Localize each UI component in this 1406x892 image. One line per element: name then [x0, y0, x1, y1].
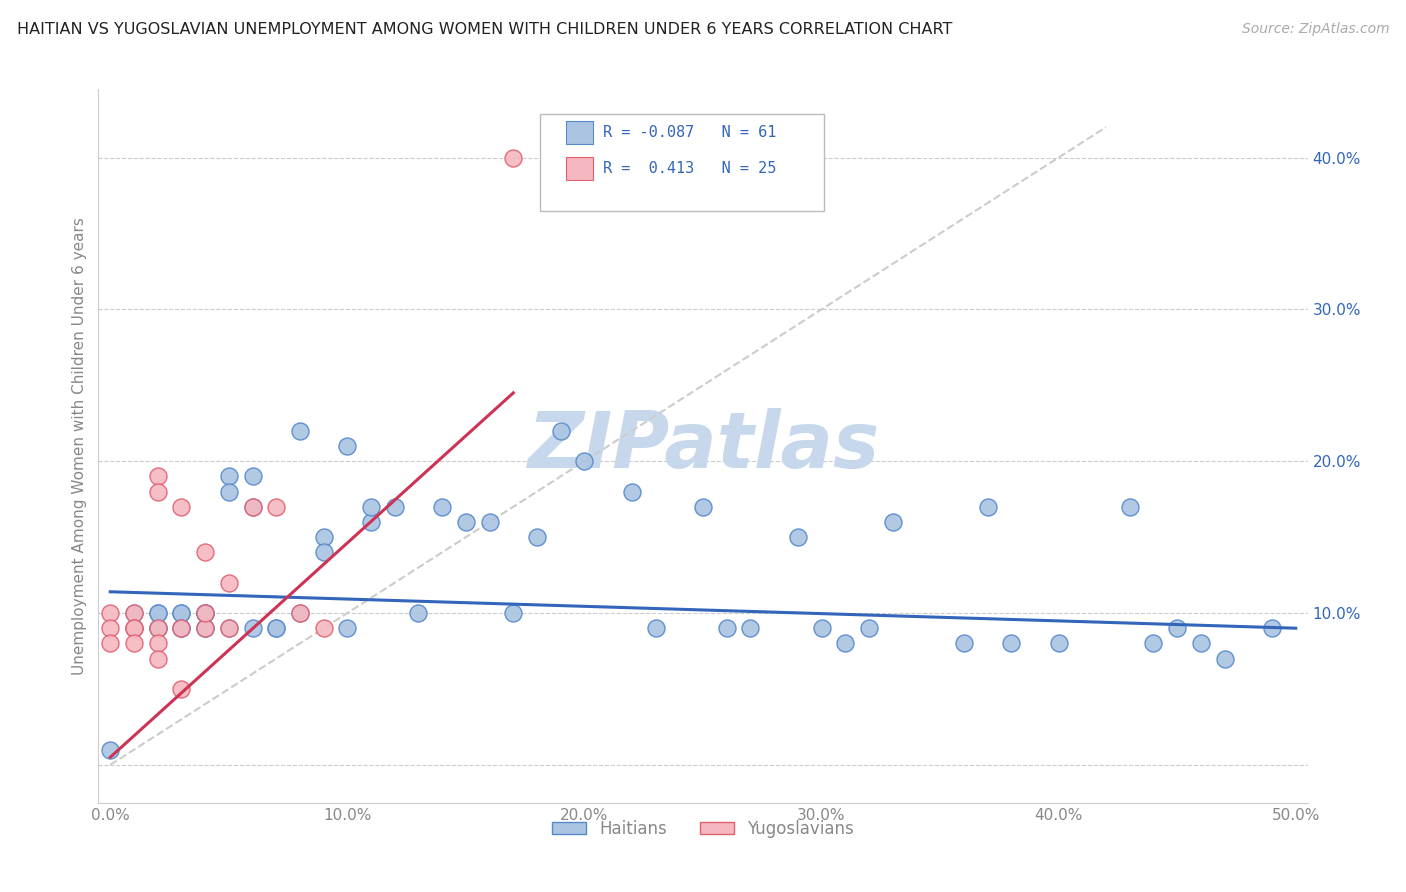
Point	[146, 606, 169, 620]
Point	[834, 636, 856, 650]
Point	[620, 484, 643, 499]
Point	[550, 424, 572, 438]
Point	[122, 606, 145, 620]
Point	[786, 530, 808, 544]
Text: R =  0.413   N = 25: R = 0.413 N = 25	[603, 161, 776, 176]
Point	[122, 606, 145, 620]
Point	[288, 606, 311, 620]
Point	[1119, 500, 1142, 514]
Point	[98, 742, 121, 756]
Point	[384, 500, 406, 514]
Point	[454, 515, 477, 529]
Point	[952, 636, 974, 650]
Point	[526, 530, 548, 544]
Point	[1166, 621, 1188, 635]
Point	[218, 621, 240, 635]
Point	[1000, 636, 1022, 650]
Point	[408, 606, 430, 620]
Point	[170, 681, 193, 696]
Point	[312, 530, 335, 544]
Text: ZIPatlas: ZIPatlas	[527, 408, 879, 484]
Point	[122, 621, 145, 635]
Point	[288, 606, 311, 620]
Point	[170, 500, 193, 514]
Point	[98, 636, 121, 650]
Point	[170, 606, 193, 620]
Point	[170, 621, 193, 635]
Point	[360, 515, 382, 529]
Point	[242, 500, 264, 514]
Text: Source: ZipAtlas.com: Source: ZipAtlas.com	[1241, 22, 1389, 37]
Point	[312, 545, 335, 559]
Point	[98, 621, 121, 635]
Point	[146, 651, 169, 665]
Point	[502, 151, 524, 165]
Point	[432, 500, 454, 514]
Point	[740, 621, 762, 635]
Point	[1189, 636, 1212, 650]
Legend: Haitians, Yugoslavians: Haitians, Yugoslavians	[546, 814, 860, 845]
Point	[170, 621, 193, 635]
Point	[810, 621, 832, 635]
Point	[194, 545, 217, 559]
Point	[122, 621, 145, 635]
Point	[312, 621, 335, 635]
FancyBboxPatch shape	[540, 114, 824, 211]
Point	[146, 621, 169, 635]
Point	[218, 621, 240, 635]
Point	[242, 469, 264, 483]
Point	[574, 454, 596, 468]
Point	[146, 621, 169, 635]
Point	[336, 439, 359, 453]
Point	[692, 500, 714, 514]
Point	[194, 621, 217, 635]
Point	[170, 606, 193, 620]
Point	[194, 606, 217, 620]
Point	[336, 621, 359, 635]
FancyBboxPatch shape	[567, 121, 593, 145]
Point	[194, 606, 217, 620]
Point	[98, 606, 121, 620]
Y-axis label: Unemployment Among Women with Children Under 6 years: Unemployment Among Women with Children U…	[72, 217, 87, 675]
Point	[218, 484, 240, 499]
Point	[478, 515, 501, 529]
Point	[1213, 651, 1236, 665]
Point	[1142, 636, 1164, 650]
Text: HAITIAN VS YUGOSLAVIAN UNEMPLOYMENT AMONG WOMEN WITH CHILDREN UNDER 6 YEARS CORR: HAITIAN VS YUGOSLAVIAN UNEMPLOYMENT AMON…	[17, 22, 952, 37]
Point	[716, 621, 738, 635]
Point	[976, 500, 998, 514]
Point	[218, 469, 240, 483]
FancyBboxPatch shape	[567, 157, 593, 180]
Point	[194, 606, 217, 620]
Point	[288, 424, 311, 438]
Point	[502, 606, 524, 620]
Point	[858, 621, 880, 635]
Point	[122, 636, 145, 650]
Point	[170, 621, 193, 635]
Point	[146, 636, 169, 650]
Point	[264, 500, 287, 514]
Text: R = -0.087   N = 61: R = -0.087 N = 61	[603, 125, 776, 140]
Point	[218, 575, 240, 590]
Point	[146, 484, 169, 499]
Point	[122, 621, 145, 635]
Point	[194, 621, 217, 635]
Point	[1047, 636, 1070, 650]
Point	[882, 515, 904, 529]
Point	[242, 621, 264, 635]
Point	[146, 606, 169, 620]
Point	[194, 606, 217, 620]
Point	[264, 621, 287, 635]
Point	[242, 500, 264, 514]
Point	[1261, 621, 1284, 635]
Point	[146, 621, 169, 635]
Point	[264, 621, 287, 635]
Point	[146, 469, 169, 483]
Point	[644, 621, 666, 635]
Point	[194, 621, 217, 635]
Point	[360, 500, 382, 514]
